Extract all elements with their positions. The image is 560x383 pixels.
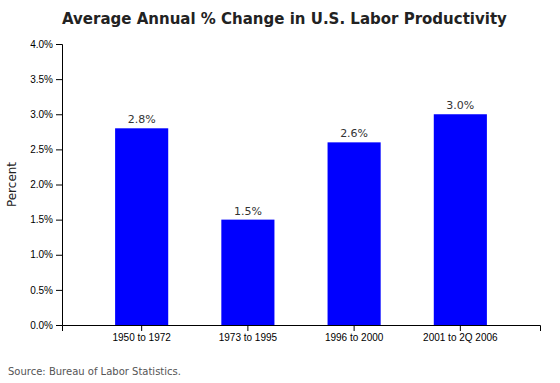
data-label: 2.6% <box>340 127 368 140</box>
x-tick-mark <box>141 325 142 331</box>
x-tick-label: 1950 to 1972 <box>112 332 171 343</box>
y-tick-label: 3.0% <box>30 109 53 120</box>
x-tick: 1973 to 1995 <box>219 325 278 343</box>
y-axis: 0.0% 0.5% 1.0% 1.5% 2.0% 2.5% 3.0% 3.5% 4.0% <box>30 39 62 331</box>
y-tick-label: 3.5% <box>30 74 53 85</box>
y-tick: 1.0% <box>30 249 62 260</box>
y-tick-label: 4.0% <box>30 39 53 50</box>
y-tick-label: 1.0% <box>30 249 53 260</box>
title: Average Annual % Change in U.S. Labor Pr… <box>62 10 507 28</box>
x-tick-label: 1996 to 2000 <box>325 332 384 343</box>
data-label: 1.5% <box>234 205 262 218</box>
x-axis: 1950 to 1972 1973 to 1995 1996 to 2000 2001… <box>63 325 541 343</box>
y-tick-mark <box>56 325 62 326</box>
bars <box>115 114 487 325</box>
y-tick-label: 2.0% <box>30 179 53 190</box>
bar <box>221 220 274 325</box>
data-label: 3.0% <box>446 99 474 112</box>
bar <box>328 142 381 325</box>
y-tick: 2.0% <box>30 179 62 190</box>
bar <box>115 128 168 325</box>
y-tick: 1.5% <box>30 214 62 225</box>
y-tick-label: 2.5% <box>30 144 53 155</box>
y-tick-mark <box>56 114 62 115</box>
x-tick-mark <box>247 325 248 331</box>
y-tick-mark <box>56 44 62 45</box>
y-tick-mark <box>56 255 62 256</box>
y-tick: 0.0% <box>30 320 62 331</box>
x-tick: 2001 to 2Q 2006 <box>423 325 498 343</box>
y-axis-title: Percent <box>5 162 19 207</box>
data-labels: 2.8% 1.5% 2.6% 3.0% <box>128 99 475 217</box>
y-tick: 3.5% <box>30 74 62 85</box>
y-tick-label: 1.5% <box>30 214 53 225</box>
y-tick-mark <box>56 290 62 291</box>
y-tick-label: 0.0% <box>30 320 53 331</box>
x-tick-mark <box>460 325 461 331</box>
x-tick: 1950 to 1972 <box>112 325 171 343</box>
chart: 0.0% 0.5% 1.0% 1.5% 2.0% 2.5% 3.0% 3.5% 4.0% 1950… <box>0 0 560 383</box>
y-tick-mark <box>56 220 62 221</box>
x-tick-label: 2001 to 2Q 2006 <box>423 332 498 343</box>
source-note: Source: Bureau of Labor Statistics. <box>8 366 181 377</box>
y-tick-label: 0.5% <box>30 285 53 296</box>
x-tick-label: 1973 to 1995 <box>219 332 278 343</box>
y-axis-line <box>56 45 63 326</box>
y-tick-mark <box>56 185 62 186</box>
y-tick: 3.0% <box>30 109 62 120</box>
bar <box>434 114 487 325</box>
x-tick: 1996 to 2000 <box>325 325 384 343</box>
y-tick: 0.5% <box>30 285 62 296</box>
x-axis-line <box>63 326 541 332</box>
y-tick: 2.5% <box>30 144 62 155</box>
x-tick-mark <box>354 325 355 331</box>
y-tick-mark <box>56 149 62 150</box>
plot: 0.0% 0.5% 1.0% 1.5% 2.0% 2.5% 3.0% 3.5% 4.0% 1950… <box>30 39 540 343</box>
data-label: 2.8% <box>128 113 156 126</box>
y-tick-mark <box>56 79 62 80</box>
y-tick: 4.0% <box>30 39 62 50</box>
